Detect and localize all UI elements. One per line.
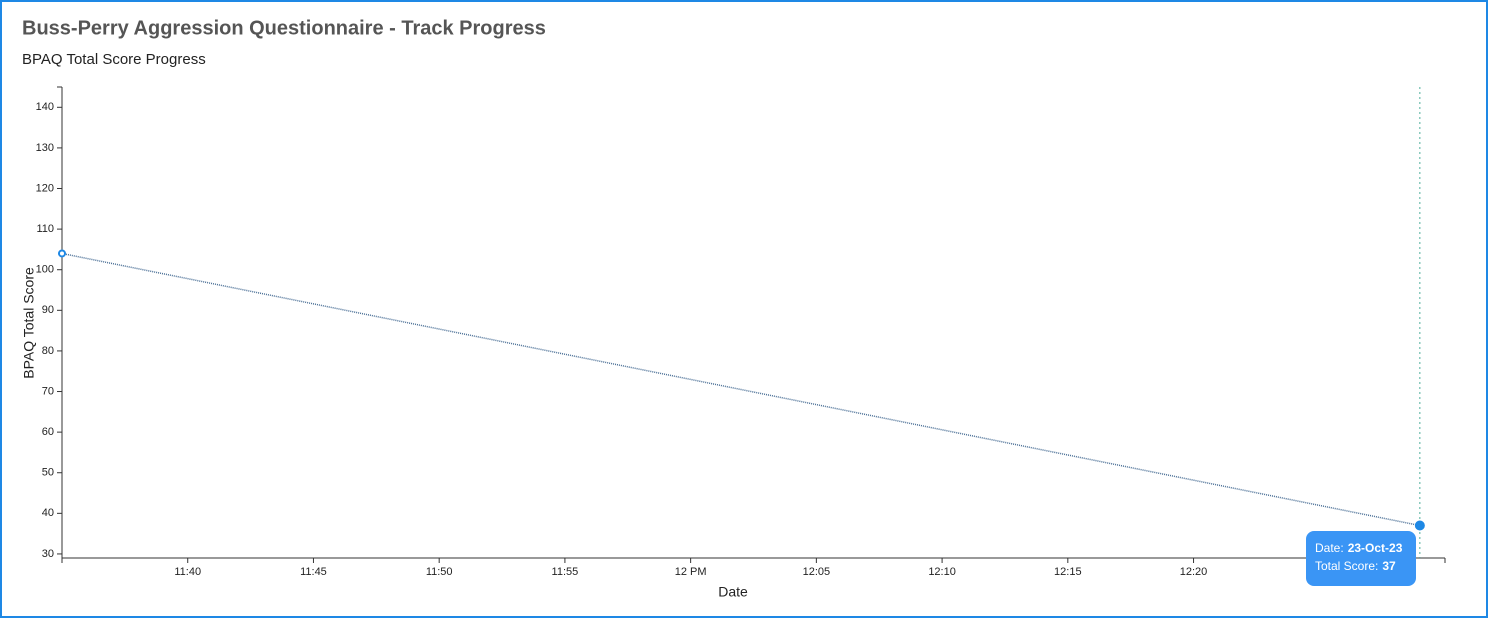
y-tick-label: 40 (42, 507, 54, 519)
x-tick-label: 11:50 (426, 566, 453, 578)
x-axis-label: Date (718, 584, 748, 600)
x-tick-label: 12 PM (675, 566, 707, 578)
y-tick-label: 110 (36, 223, 54, 235)
tooltip-score-label: Total Score: (1315, 559, 1378, 573)
point (1414, 520, 1425, 531)
tooltip-score-value: 37 (1382, 559, 1396, 573)
tooltip-date-value: 23-Oct-23 (1348, 541, 1403, 555)
x-tick-label: 11:40 (174, 566, 201, 578)
series-line (61, 252, 1421, 527)
y-tick-label: 50 (42, 467, 54, 479)
tooltip-box (1306, 531, 1416, 586)
x-tick-label: 11:55 (552, 566, 579, 578)
y-tick-label: 90 (42, 304, 54, 316)
tooltip-score: Total Score: 37 (1315, 559, 1396, 573)
point (58, 249, 66, 258)
x-tick-label: 12:15 (1054, 566, 1082, 578)
y-tick-label: 140 (36, 101, 54, 113)
chart-title: BPAQ Total Score Progress (22, 51, 206, 68)
tooltip-date-label: Date: (1315, 541, 1344, 555)
y-tick-label: 120 (36, 182, 54, 194)
y-tick-label: 130 (36, 142, 54, 154)
y-tick-label: 60 (42, 426, 54, 438)
x-tick-label: 11:45 (300, 566, 327, 578)
tooltip: Date: 23-Oct-23 Total Score: 37 (1306, 531, 1416, 586)
x-tick-label: 12:05 (803, 566, 831, 578)
y-tick-label: 80 (42, 345, 54, 357)
x-tick-label: 12:10 (928, 566, 956, 578)
tooltip-date: Date: 23-Oct-23 (1315, 541, 1403, 555)
page-title: Buss-Perry Aggression Questionnaire - Tr… (22, 17, 546, 39)
x-tick-label: 12:20 (1180, 566, 1208, 578)
y-tick-label: 100 (36, 264, 54, 276)
y-tick-label: 70 (42, 385, 54, 397)
y-axis-label: BPAQ Total Score (21, 267, 37, 379)
y-tick-label: 30 (42, 548, 54, 560)
